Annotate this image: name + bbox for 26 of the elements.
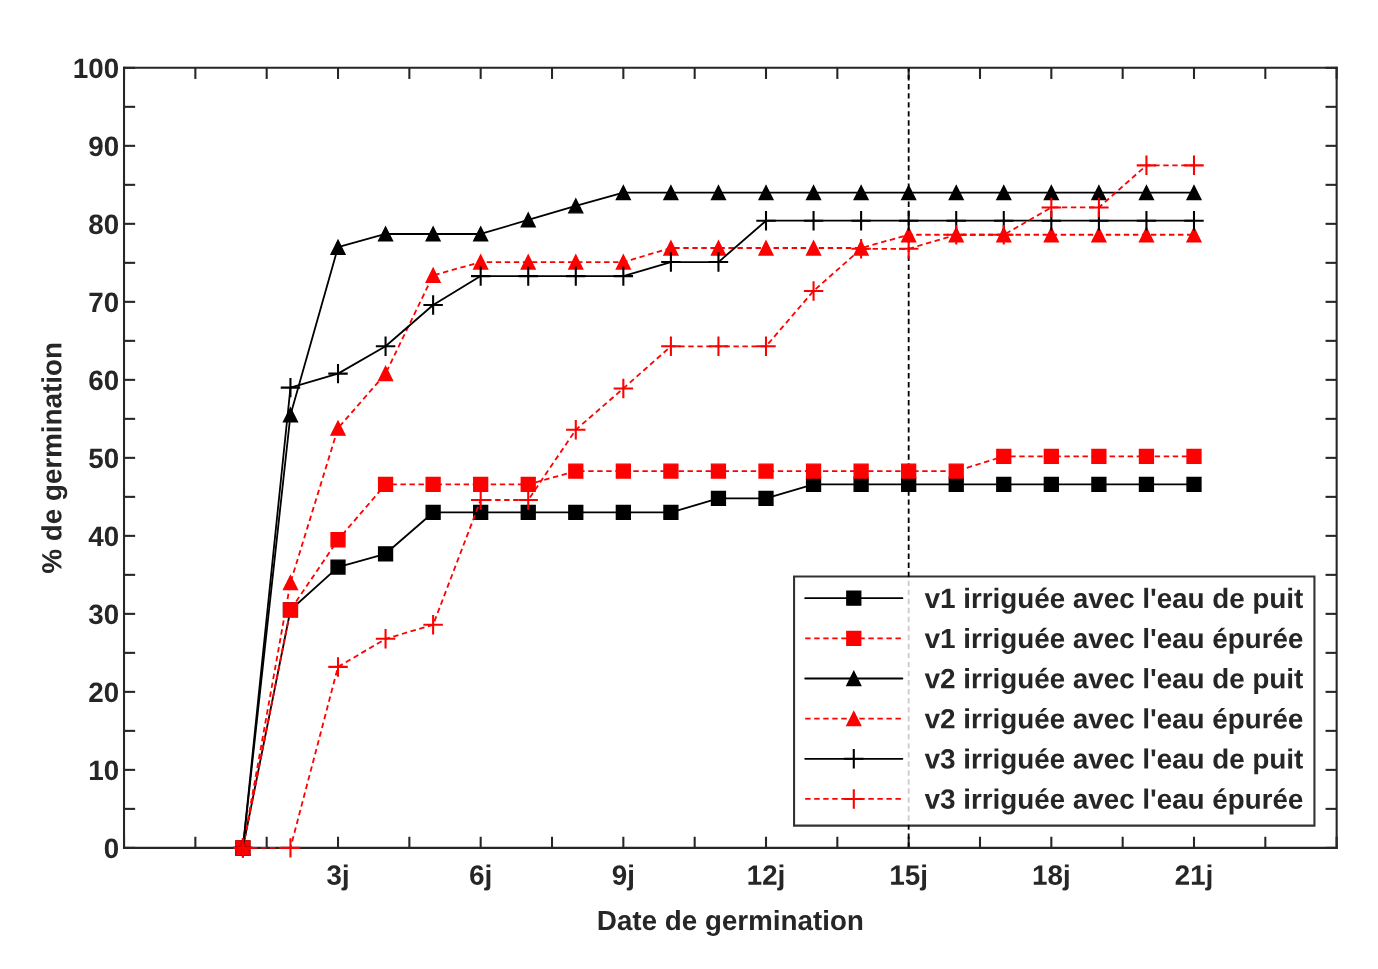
x-tick-label: 6j [470,864,491,891]
y-tick-label: 80 [89,214,119,235]
y-tick-label: 20 [89,682,119,703]
legend-label: v2 irriguée avec l'eau épurée [924,707,1303,735]
x-tick-label: 21j [1175,864,1212,891]
legend-label: v3 irriguée avec l'eau de puit [924,748,1303,775]
x-axis-title: Date de germination [598,909,863,936]
y-tick-label: 0 [104,838,119,859]
legend-label: v1 irriguée avec l'eau épurée [924,627,1303,654]
x-tick-label: 9j [612,864,633,891]
x-tick-label: 15j [891,864,927,891]
x-tick-label: 12j [748,864,784,891]
y-tick-label: 50 [89,448,119,469]
x-tick-label: 18j [1033,864,1069,891]
legend-label: v3 irriguée avec l'eau épurée [924,788,1303,815]
x-tick-label: 3j [327,864,348,891]
legend-label: v2 irriguée avec l'eau de puit [924,667,1303,695]
y-tick-label: 70 [89,292,119,313]
y-tick-label: 40 [88,526,119,547]
y-axis-title: % de germination [41,343,68,573]
y-tick-label: 100 [74,58,119,79]
y-tick-label: 60 [89,370,119,391]
y-tick-label: 10 [90,760,119,781]
y-tick-label: 30 [88,604,119,625]
legend-label: v1 irriguée avec l'eau de puit [924,587,1303,614]
y-tick-label: 90 [89,136,119,157]
